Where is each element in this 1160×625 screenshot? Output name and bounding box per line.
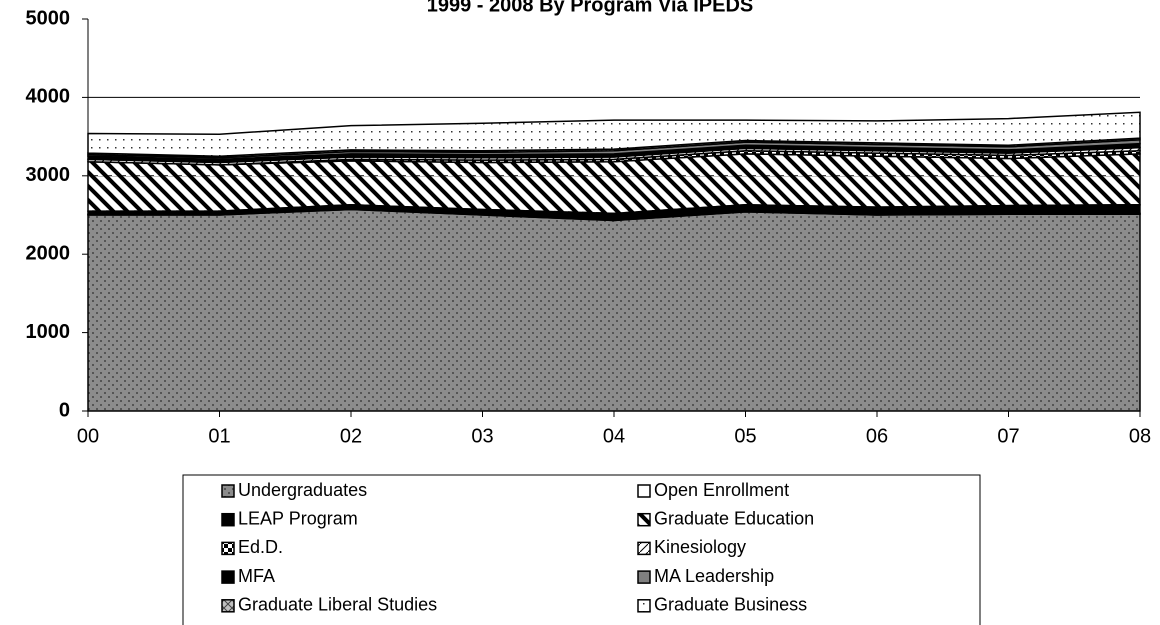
legend-label: Graduate Education: [654, 508, 814, 528]
x-tick-label: 04: [603, 425, 625, 447]
legend-swatch: [637, 512, 651, 527]
y-tick-label: 3000: [26, 164, 71, 186]
legend-box: [182, 474, 981, 625]
x-tick-label: 08: [1129, 425, 1151, 447]
legend-swatch: [221, 541, 235, 556]
legend-swatch: [221, 512, 235, 527]
legend-label: Ed.D.: [238, 537, 283, 557]
y-tick-label: 5000: [26, 7, 71, 29]
chart-title: 1999 - 2008 By Program Via IPEDS: [427, 0, 753, 16]
legend-swatch: [637, 541, 651, 556]
x-tick-label: 07: [997, 425, 1019, 447]
legend-swatch: [221, 570, 235, 584]
x-tick-label: 06: [866, 425, 888, 447]
x-tick-label: 01: [208, 425, 230, 447]
x-tick-label: 03: [471, 425, 493, 447]
area: [87, 111, 1141, 157]
legend-label: LEAP Program: [238, 508, 358, 528]
y-tick-label: 0: [59, 399, 70, 421]
area: [87, 208, 1141, 412]
legend-label: Open Enrollment: [654, 480, 789, 500]
legend-label: Undergraduates: [238, 480, 367, 500]
legend-label: Graduate Liberal Studies: [238, 595, 437, 615]
legend-label: Kinesiology: [654, 537, 746, 557]
legend-swatch: [221, 599, 235, 613]
x-tick-label: 02: [340, 425, 362, 447]
legend-label: MA Leadership: [654, 566, 774, 586]
legend-swatch: [637, 484, 651, 498]
x-tick-label: 05: [734, 425, 756, 447]
legend-swatch: [221, 484, 235, 498]
x-tick-label: 00: [77, 425, 99, 447]
legend-swatch: [637, 599, 651, 613]
y-tick-label: 2000: [26, 242, 71, 264]
legend-label: Graduate Business: [654, 595, 807, 615]
y-tick-label: 4000: [26, 86, 71, 108]
legend-label: MFA: [238, 566, 275, 586]
legend-swatch: [637, 570, 651, 584]
y-tick-label: 1000: [26, 321, 71, 343]
